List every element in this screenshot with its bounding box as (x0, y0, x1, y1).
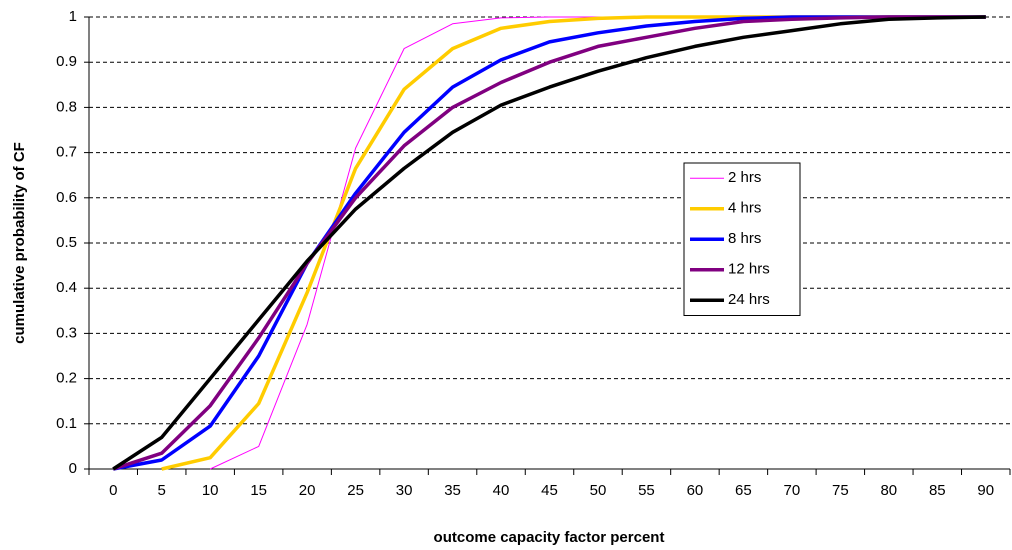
x-tick-label: 10 (202, 482, 219, 499)
x-tick-label: 5 (158, 482, 166, 499)
y-tick-label: 0.5 (56, 234, 77, 251)
y-tick-label: 0.9 (56, 53, 77, 70)
y-axis-title: cumulative probability of CF (11, 142, 28, 344)
x-tick-label: 45 (541, 482, 558, 499)
legend-label: 2 hrs (728, 169, 761, 186)
x-tick-label: 50 (590, 482, 607, 499)
y-tick-label: 0.8 (56, 98, 77, 115)
x-tick-label: 35 (444, 482, 461, 499)
legend-label: 4 hrs (728, 200, 761, 217)
x-tick-label: 40 (493, 482, 510, 499)
y-tick-label: 0.2 (56, 370, 77, 387)
x-tick-label: 0 (109, 482, 117, 499)
x-tick-label: 85 (929, 482, 946, 499)
x-tick-label: 90 (977, 482, 994, 499)
x-tick-label: 65 (735, 482, 752, 499)
series-line (112, 15, 986, 471)
x-tick-label: 55 (638, 482, 655, 499)
y-tick-label: 0.6 (56, 189, 77, 206)
x-tick-label: 75 (832, 482, 849, 499)
legend-label: 24 hrs (728, 291, 770, 308)
x-tick-label: 25 (347, 482, 364, 499)
x-tick-label: 80 (880, 482, 897, 499)
x-tick-label: 20 (299, 482, 316, 499)
y-tick-label: 0.1 (56, 415, 77, 432)
x-tick-label: 70 (784, 482, 801, 499)
y-tick-label: 0.7 (56, 144, 77, 161)
x-tick-label: 60 (687, 482, 704, 499)
x-axis-title: outcome capacity factor percent (434, 529, 665, 546)
x-tick-label: 15 (250, 482, 267, 499)
y-tick-label: 1 (69, 8, 77, 25)
legend-label: 12 hrs (728, 261, 770, 278)
x-tick-label: 30 (396, 482, 413, 499)
y-tick-label: 0.4 (56, 279, 77, 296)
y-tick-label: 0.3 (56, 324, 77, 341)
series-line (112, 15, 986, 471)
y-tick-label: 0 (69, 460, 77, 477)
legend-label: 8 hrs (728, 230, 761, 247)
